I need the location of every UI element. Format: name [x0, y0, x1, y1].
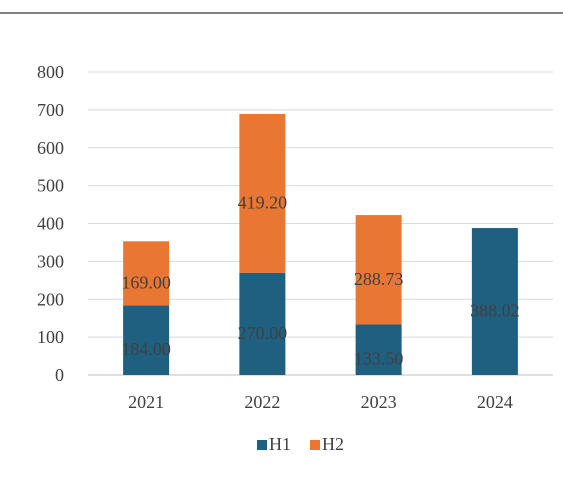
data-label: 388.02: [470, 301, 520, 321]
data-labels: 184.00 169.00 270.00 419.20 133.50 288.73 388.…: [121, 192, 519, 368]
x-tick-label: 2022: [244, 392, 280, 412]
y-tick-label: 0: [55, 365, 64, 385]
x-tick-label: 2023: [361, 392, 397, 412]
y-tick-label: 800: [37, 62, 64, 82]
y-tick-label: 600: [37, 138, 64, 158]
bar-h1-2024: [471, 228, 518, 375]
y-tick-label: 500: [37, 176, 64, 196]
legend-swatch-h1: [257, 440, 267, 450]
y-axis-ticks: 0 100 200 300 400 500 600 700 800: [37, 62, 64, 385]
data-label: 133.50: [354, 349, 404, 369]
x-axis-ticks: 2021 2022 2023 2024: [128, 392, 513, 412]
bar-h2-2023: [355, 215, 402, 325]
data-label: 419.20: [238, 192, 288, 212]
legend-swatch-h2: [310, 440, 320, 450]
y-tick-label: 200: [37, 289, 64, 309]
data-label: 288.73: [354, 269, 404, 289]
y-tick-label: 700: [37, 100, 64, 120]
bar-h1-2021: [123, 305, 170, 375]
data-label: 169.00: [121, 272, 171, 292]
x-tick-label: 2021: [128, 392, 164, 412]
x-tick-label: 2024: [477, 392, 513, 412]
y-tick-label: 400: [37, 214, 64, 234]
data-label: 270.00: [238, 323, 288, 343]
legend-label-h1: H1: [269, 434, 291, 454]
bar-h1-2022: [239, 272, 286, 375]
bar-h1-2023: [355, 324, 402, 375]
legend: H1 H2: [257, 434, 344, 454]
legend-label-h2: H2: [322, 434, 344, 454]
bar-h2-2022: [239, 113, 286, 273]
bar-h2-2021: [123, 241, 170, 306]
y-tick-label: 100: [37, 327, 64, 347]
bars: [123, 113, 518, 375]
y-tick-label: 300: [37, 251, 64, 271]
data-label: 184.00: [121, 339, 171, 359]
